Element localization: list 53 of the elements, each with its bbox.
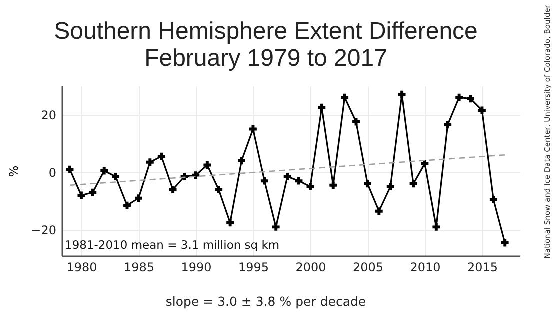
- point: [226, 219, 234, 227]
- annotation: 1981-2010 mean = 3.1 million sq km: [65, 238, 280, 252]
- point: [306, 183, 314, 191]
- point: [66, 166, 74, 174]
- point: [112, 173, 120, 180]
- point: [284, 173, 292, 180]
- point: [375, 208, 383, 216]
- point: [386, 183, 394, 191]
- y-tick-label: 0: [48, 166, 56, 180]
- point: [260, 177, 268, 185]
- chart-subtitle: February 1979 to 2017: [144, 45, 388, 72]
- y-axis-title: %: [7, 166, 22, 178]
- y-tick-label: 20: [41, 108, 56, 122]
- point: [204, 162, 212, 169]
- x-tick-label: 1985: [124, 260, 154, 274]
- point: [456, 94, 464, 102]
- point: [146, 158, 154, 166]
- point: [215, 186, 223, 194]
- x-tick-label: 2015: [467, 260, 498, 274]
- x-tick-label: 2010: [410, 260, 441, 274]
- point: [501, 239, 509, 247]
- x-tick-label: 1990: [181, 260, 212, 274]
- point: [272, 223, 280, 231]
- point: [432, 223, 440, 231]
- x-tick-label: 2000: [296, 260, 326, 274]
- point: [124, 202, 131, 210]
- point: [158, 152, 166, 160]
- point: [467, 95, 474, 103]
- point: [100, 167, 108, 175]
- x-tick-label: 1980: [66, 260, 98, 274]
- point: [135, 194, 142, 202]
- text: slope = 3.0 ± 3.8 % per decade: [166, 294, 366, 309]
- point: [341, 94, 349, 102]
- point: [478, 106, 486, 114]
- point: [250, 126, 257, 133]
- point: [421, 160, 429, 168]
- point: [490, 196, 498, 204]
- point: [444, 121, 452, 129]
- point: [169, 186, 177, 194]
- point: [352, 118, 360, 126]
- point: [78, 192, 86, 200]
- point: [330, 182, 338, 190]
- point: [238, 157, 246, 165]
- point: [295, 177, 303, 185]
- x-tick-label: 1995: [238, 260, 269, 274]
- y-tick-label: −20: [31, 224, 56, 238]
- x-tick-label: 2005: [352, 260, 384, 274]
- point: [364, 180, 372, 188]
- point: [318, 104, 326, 112]
- chart-title: Southern Hemisphere Extent Difference: [54, 18, 478, 45]
- point: [410, 180, 418, 188]
- point: [89, 188, 97, 196]
- point: [398, 90, 406, 98]
